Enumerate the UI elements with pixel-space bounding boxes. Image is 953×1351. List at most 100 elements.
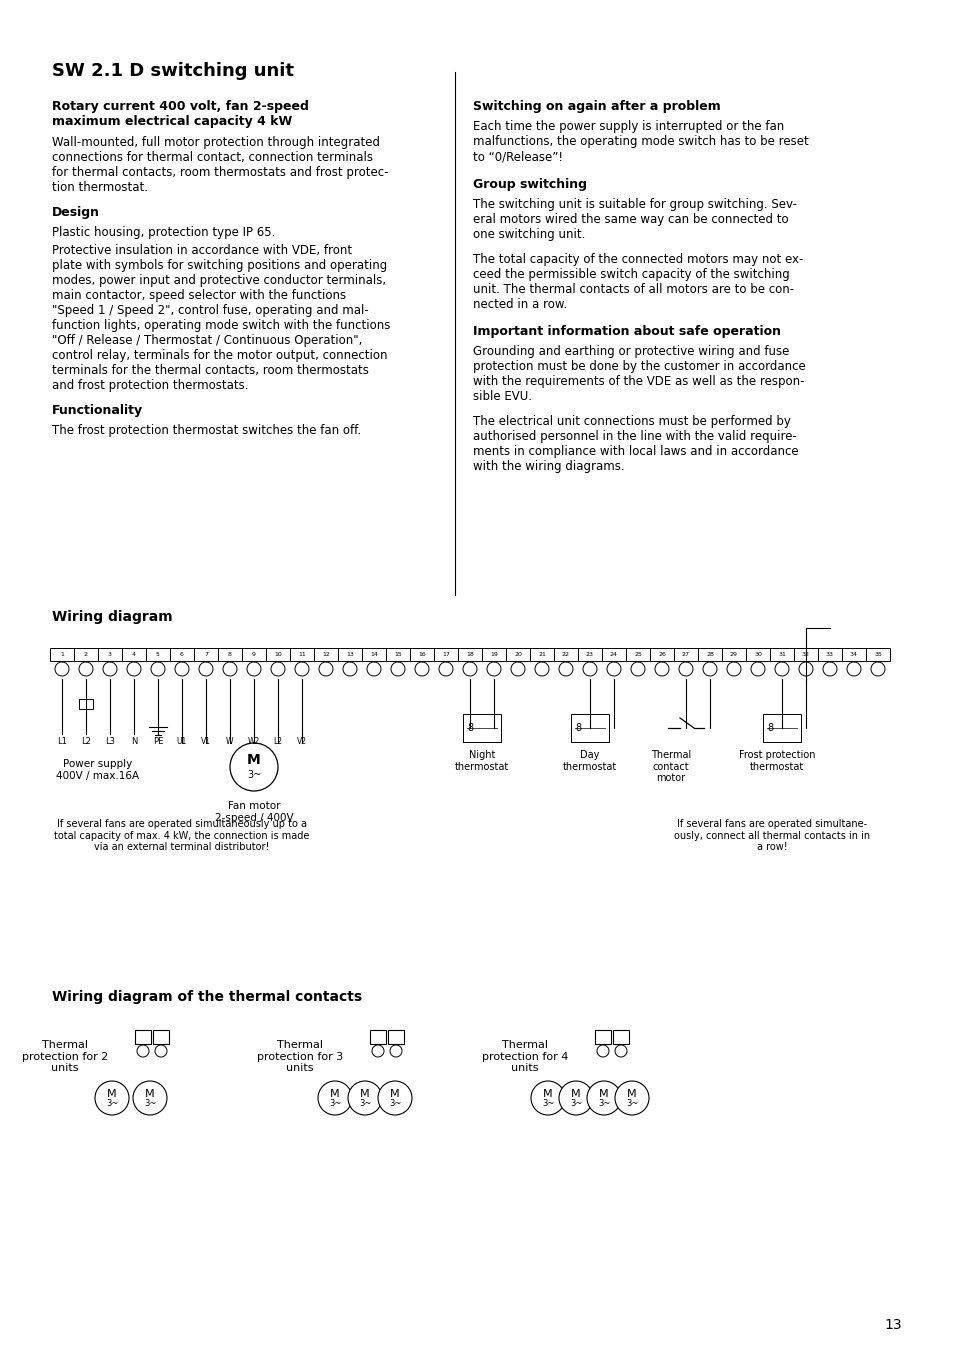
Bar — [817, 648, 841, 661]
Circle shape — [582, 662, 597, 676]
Bar — [434, 648, 457, 661]
Text: 11: 11 — [297, 653, 306, 657]
Bar — [152, 1029, 169, 1044]
Text: 32: 32 — [801, 653, 809, 657]
Bar — [74, 648, 98, 661]
Circle shape — [271, 662, 285, 676]
Circle shape — [95, 1081, 129, 1115]
Bar — [386, 648, 410, 661]
Text: 1: 1 — [60, 653, 64, 657]
Bar — [481, 648, 505, 661]
Text: Wall-mounted, full motor protection through integrated
connections for thermal c: Wall-mounted, full motor protection thro… — [52, 136, 388, 195]
Text: 14: 14 — [370, 653, 377, 657]
Text: 26: 26 — [658, 653, 665, 657]
Bar — [457, 648, 481, 661]
Circle shape — [726, 662, 740, 676]
Text: 10: 10 — [274, 653, 281, 657]
Text: 21: 21 — [537, 653, 545, 657]
Text: M: M — [145, 1089, 154, 1098]
Circle shape — [372, 1046, 384, 1056]
Circle shape — [230, 743, 277, 790]
Bar — [571, 713, 608, 742]
Bar — [673, 648, 698, 661]
Text: 3~: 3~ — [598, 1100, 610, 1109]
Text: 31: 31 — [778, 653, 785, 657]
Text: 6: 6 — [180, 653, 184, 657]
Text: L1: L1 — [57, 738, 67, 746]
Circle shape — [415, 662, 429, 676]
Text: 35: 35 — [873, 653, 881, 657]
Circle shape — [137, 1046, 149, 1056]
Text: 34: 34 — [849, 653, 857, 657]
Circle shape — [870, 662, 884, 676]
Circle shape — [343, 662, 356, 676]
Bar — [388, 1029, 403, 1044]
Text: Frost protection
thermostat: Frost protection thermostat — [738, 750, 815, 771]
Bar — [337, 648, 361, 661]
Text: 5: 5 — [156, 653, 160, 657]
Circle shape — [317, 1081, 352, 1115]
Text: N: N — [131, 738, 137, 746]
Text: 3: 3 — [108, 653, 112, 657]
Text: Each time the power supply is interrupted or the fan
malfunctions, the operating: Each time the power supply is interrupte… — [473, 120, 808, 163]
Bar — [625, 648, 649, 661]
Bar — [601, 648, 625, 661]
Text: 25: 25 — [634, 653, 641, 657]
Text: Day
thermostat: Day thermostat — [562, 750, 617, 771]
Text: V1: V1 — [201, 738, 211, 746]
Circle shape — [486, 662, 500, 676]
Text: 8: 8 — [766, 723, 772, 734]
Text: 3~: 3~ — [625, 1100, 638, 1109]
Text: Functionality: Functionality — [52, 404, 143, 417]
Circle shape — [377, 1081, 412, 1115]
Circle shape — [199, 662, 213, 676]
Text: Switching on again after a problem: Switching on again after a problem — [473, 100, 720, 113]
Circle shape — [294, 662, 309, 676]
Bar — [242, 648, 266, 661]
Text: 28: 28 — [705, 653, 713, 657]
Circle shape — [702, 662, 717, 676]
Text: Group switching: Group switching — [473, 178, 586, 190]
Bar — [98, 648, 122, 661]
Bar — [193, 648, 218, 661]
Bar — [361, 648, 386, 661]
Text: V2: V2 — [296, 738, 307, 746]
Bar — [146, 648, 170, 661]
Circle shape — [348, 1081, 381, 1115]
Text: M: M — [390, 1089, 399, 1098]
Bar — [266, 648, 290, 661]
Text: 3~: 3~ — [541, 1100, 554, 1109]
Circle shape — [462, 662, 476, 676]
Text: 18: 18 — [466, 653, 474, 657]
Circle shape — [55, 662, 69, 676]
Text: Wiring diagram: Wiring diagram — [52, 611, 172, 624]
Text: 3~: 3~ — [358, 1100, 371, 1109]
Text: U1: U1 — [176, 738, 187, 746]
Text: 27: 27 — [681, 653, 689, 657]
Circle shape — [511, 662, 524, 676]
Text: L3: L3 — [105, 738, 115, 746]
Bar — [462, 713, 500, 742]
Text: 3~: 3~ — [569, 1100, 581, 1109]
Text: L2: L2 — [81, 738, 91, 746]
Text: 3~: 3~ — [144, 1100, 156, 1109]
Circle shape — [586, 1081, 620, 1115]
Circle shape — [535, 662, 548, 676]
Circle shape — [822, 662, 836, 676]
Text: 22: 22 — [561, 653, 569, 657]
Circle shape — [79, 662, 92, 676]
Text: Important information about safe operation: Important information about safe operati… — [473, 326, 781, 338]
Text: Night
thermostat: Night thermostat — [455, 750, 509, 771]
Circle shape — [615, 1046, 626, 1056]
Circle shape — [750, 662, 764, 676]
Text: 15: 15 — [394, 653, 401, 657]
Text: 17: 17 — [441, 653, 450, 657]
Text: 3~: 3~ — [329, 1100, 341, 1109]
Circle shape — [132, 1081, 167, 1115]
Bar — [290, 648, 314, 661]
Text: Thermal
contact
motor: Thermal contact motor — [650, 750, 690, 784]
Text: W: W — [226, 738, 233, 746]
Text: If several fans are operated simultaneously up to a
total capacity of max. 4 kW,: If several fans are operated simultaneou… — [54, 819, 310, 852]
Text: 8: 8 — [575, 723, 580, 734]
Bar — [505, 648, 530, 661]
